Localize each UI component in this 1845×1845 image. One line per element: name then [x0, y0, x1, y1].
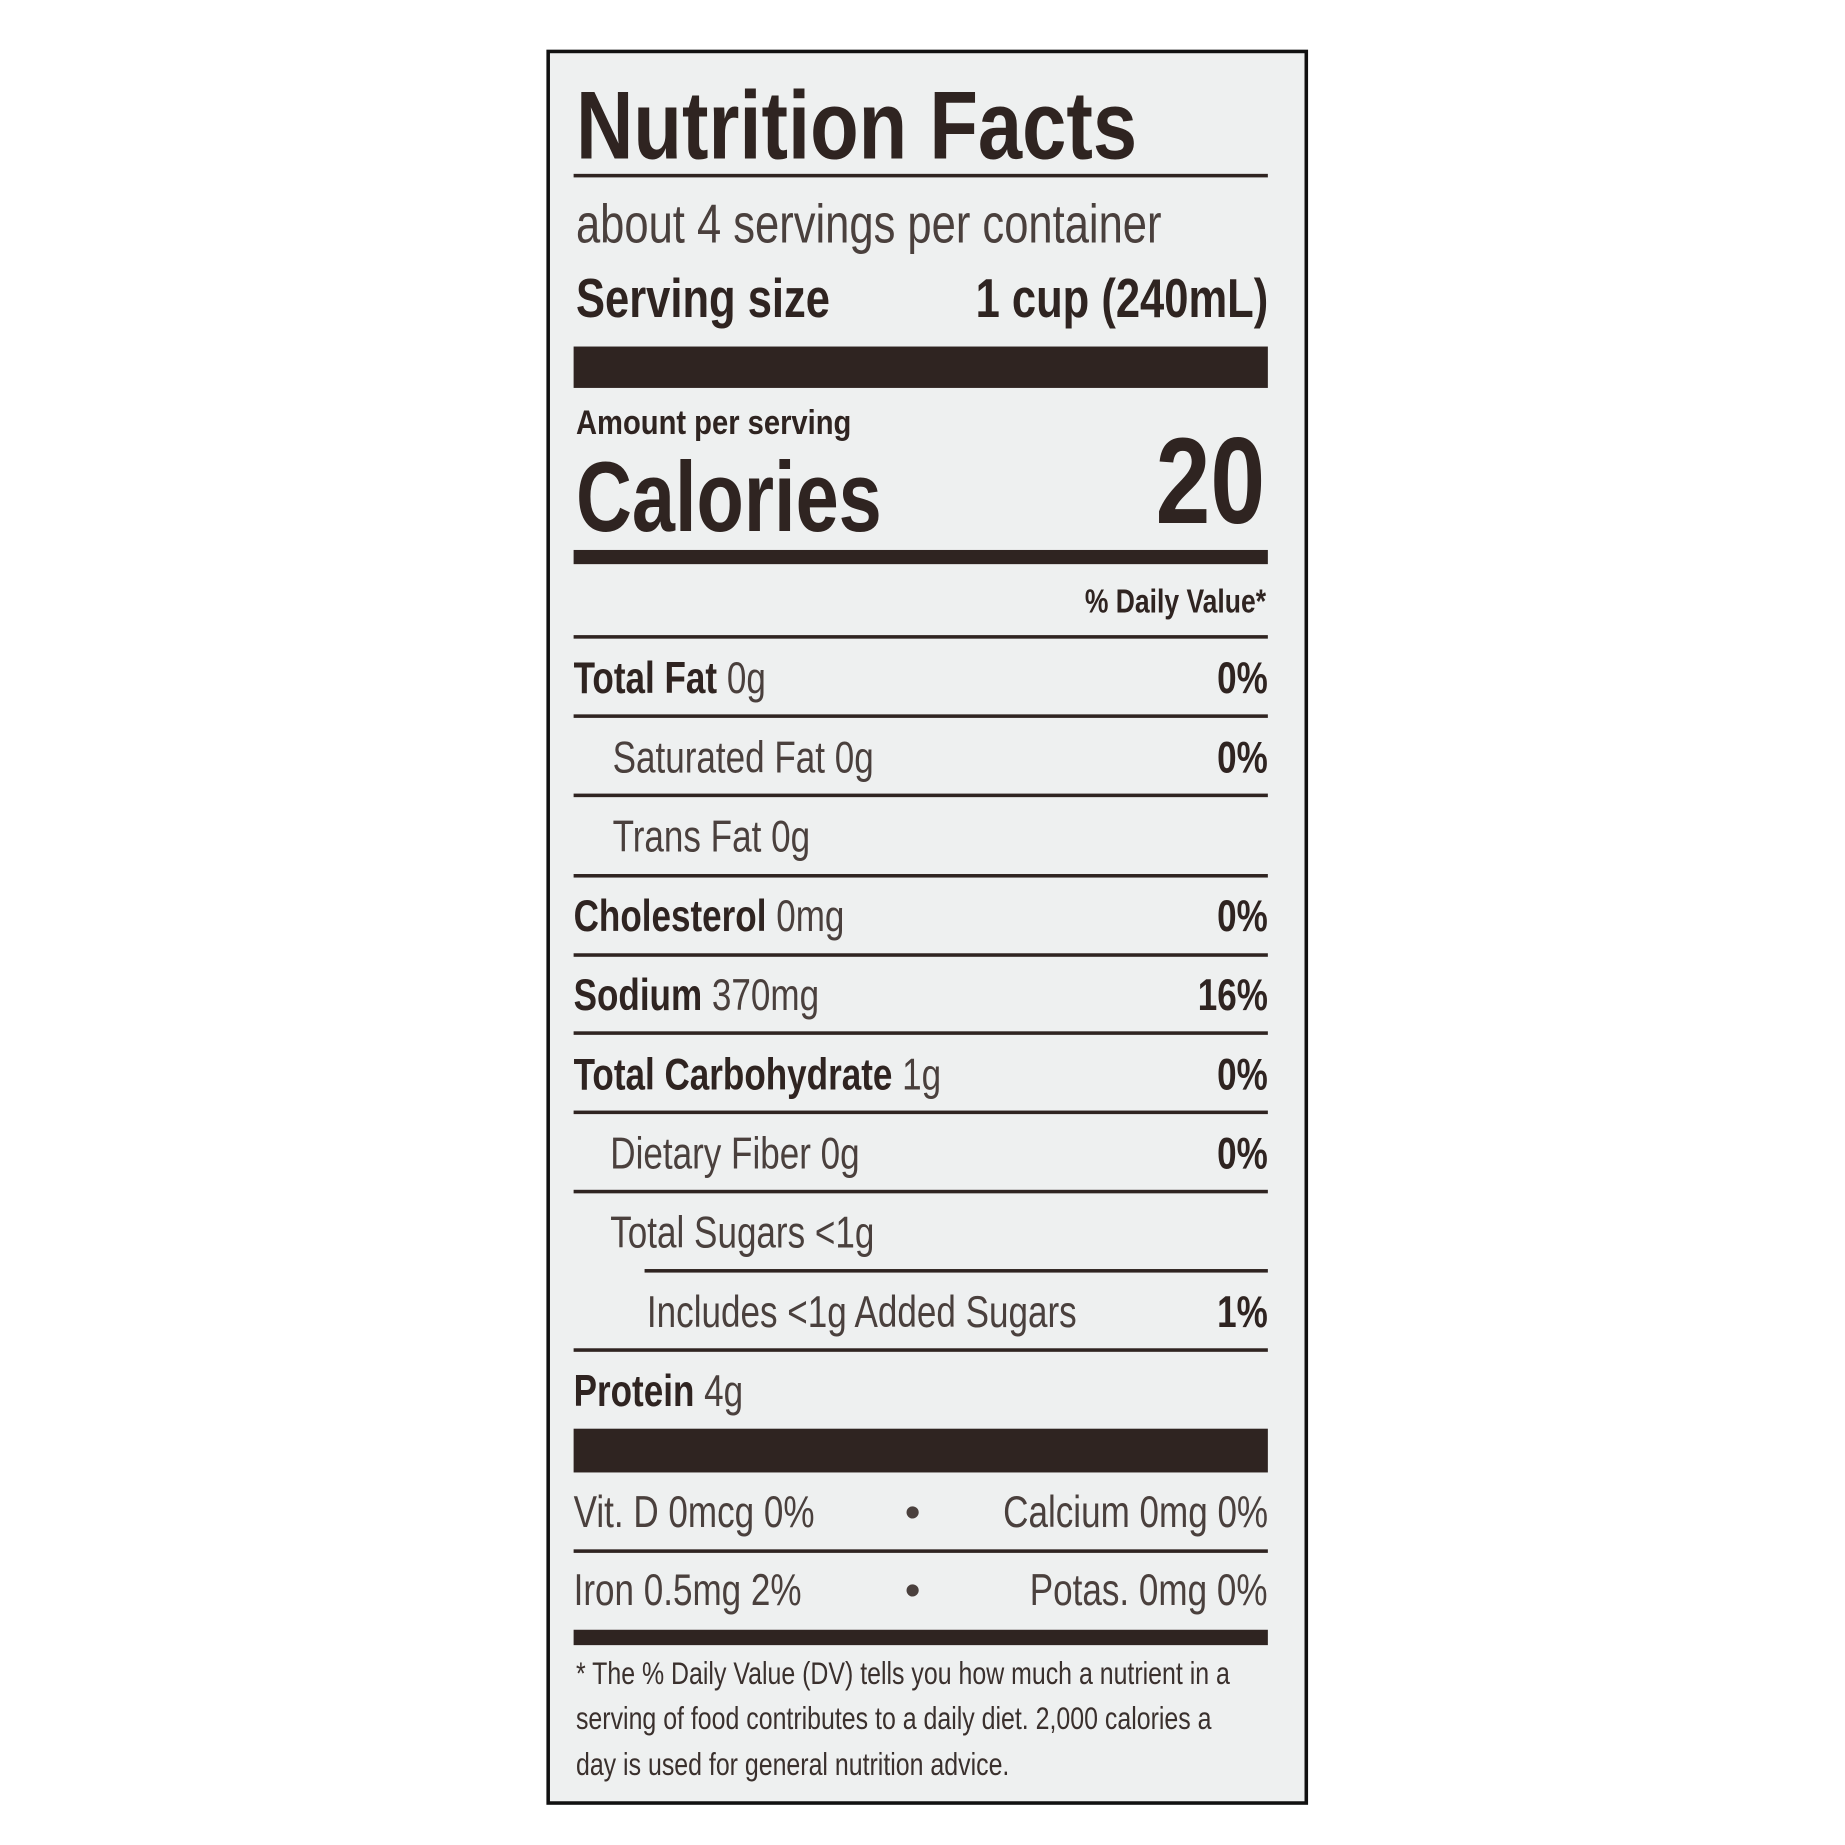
calories-label: Calories [576, 447, 968, 546]
nutrient-name: Cholesterol [573, 891, 767, 942]
nutrient-dv: 0% [1217, 733, 1268, 783]
nutrient-amount: 0g [771, 812, 811, 863]
micronutrient-right: Calcium 0mg 0% [1002, 1487, 1268, 1538]
divider [573, 1031, 1268, 1035]
nutrient-amount: 0g [834, 733, 874, 783]
thick-bar [573, 346, 1268, 388]
divider [573, 953, 1268, 957]
nutrient-dv: 0% [1217, 654, 1268, 704]
nutrient-dv: 1% [1217, 1287, 1268, 1338]
footnote-line: * The % Daily Value (DV) tells you how m… [576, 1658, 1414, 1690]
nutrient-name: Total Fat [573, 654, 718, 704]
thick-bar [573, 1428, 1268, 1473]
nutrient-row-dietary-fiber: Dietary Fiber 0g 0% [574, 1129, 1268, 1180]
serving-size-label-text: Serving size [575, 267, 830, 329]
nutrient-amount: 370mg [711, 970, 820, 1021]
nutrient-name: Includes <1g Added Sugars [646, 1287, 1077, 1338]
title-text: Nutrition Facts [575, 72, 1138, 180]
nutrient-row-total-sugars: Total Sugars <1g [574, 1208, 1268, 1259]
serving-size-label: Serving size [576, 271, 893, 325]
calories-label-text: Calories [575, 441, 882, 553]
micronutrient-left: Vit. D 0mcg 0% [573, 1487, 815, 1538]
nutrient-row-protein: Protein 4g [573, 1367, 1268, 1417]
micronutrient-row: Iron 0.5mg 2% • Potas. 0mg 0% [574, 1566, 1268, 1616]
daily-value-header-text: % Daily Value* [1084, 583, 1266, 620]
divider [573, 1189, 1268, 1194]
nutrient-name: Sodium [573, 970, 703, 1021]
micronutrient-left: Iron 0.5mg 2% [573, 1565, 802, 1616]
micronutrient-row: Vit. D 0mcg 0% • Calcium 0mg 0% [574, 1488, 1268, 1538]
nutrient-amount: 0g [820, 1129, 860, 1180]
nutrient-row-cholesterol: Cholesterol 0mg 0% [573, 891, 1268, 942]
nutrient-name: Trans Fat [612, 812, 762, 863]
divider [573, 874, 1268, 878]
nutrient-row-total-fat: Total Fat 0g 0% [573, 654, 1268, 704]
nutrient-amount: 0g [726, 654, 766, 704]
amount-per-serving: Amount per serving [575, 404, 900, 443]
servings-text: about 4 servings per container [575, 192, 1162, 255]
nutrient-name: Dietary Fiber [610, 1129, 811, 1180]
bullet-separator: • [904, 1565, 921, 1616]
nutrient-dv: 0% [1217, 1129, 1268, 1180]
divider [573, 1549, 1268, 1553]
daily-value-header: % Daily Value* [1039, 585, 1265, 618]
nutrient-dv: 0% [1217, 891, 1268, 942]
nutrient-row-saturated-fat: Saturated Fat 0g 0% [574, 733, 1268, 783]
footnote-line: day is used for general nutrition advice… [576, 1749, 1132, 1781]
nutrient-row-added-sugars: Includes <1g Added Sugars 1% [574, 1288, 1268, 1338]
servings-per-container: about 4 servings per container [576, 196, 1308, 250]
footnote-text: * The % Daily Value (DV) tells you how m… [575, 1655, 1230, 1692]
nutrient-row-total-carbohydrate: Total Carbohydrate 1g 0% [573, 1050, 1268, 1100]
nutrient-amount: 1g [902, 1050, 942, 1100]
nutrient-amount: 4g [704, 1367, 744, 1417]
nutrient-amount: 0mg [776, 891, 845, 942]
nutrient-dv: 0% [1217, 1050, 1268, 1100]
nutrient-amount: <1g [814, 1208, 875, 1259]
nutrient-row-trans-fat: Trans Fat 0g [574, 812, 1268, 863]
divider [573, 635, 1268, 639]
nutrition-label-panel [546, 49, 1309, 1805]
nutrient-name: Total Carbohydrate [573, 1050, 893, 1100]
footnote-line: serving of food contributes to a daily d… [575, 1700, 1391, 1737]
calories-value-text: 20 [1156, 412, 1266, 550]
footnote-text: day is used for general nutrition advice… [575, 1746, 1010, 1783]
medium-bar [573, 549, 1268, 565]
bullet-separator: • [904, 1487, 921, 1538]
divider [573, 173, 1268, 178]
nutrient-name: Saturated Fat [612, 733, 826, 783]
nutrient-row-sodium: Sodium 370mg 16% [573, 970, 1268, 1021]
divider [573, 1110, 1268, 1115]
divider [573, 1348, 1268, 1352]
amount-per-serving-text: Amount per serving [575, 404, 852, 443]
serving-size-value-text: 1 cup (240mL) [975, 267, 1268, 329]
nutrient-name: Total Sugars [610, 1208, 806, 1259]
divider [573, 714, 1268, 718]
nutrient-name: Protein [573, 1367, 695, 1417]
nutrient-dv: 16% [1197, 970, 1268, 1021]
serving-size-value: 1 cup (240mL) [902, 271, 1268, 325]
divider [644, 1269, 1268, 1273]
micronutrient-right: Potas. 0mg 0% [1030, 1565, 1268, 1616]
footnote-text: serving of food contributes to a daily d… [575, 1700, 1212, 1737]
medium-bar [573, 1629, 1268, 1646]
divider [573, 793, 1268, 798]
label-title: Nutrition Facts [575, 72, 1260, 180]
calories-value: 20 [1129, 412, 1266, 550]
